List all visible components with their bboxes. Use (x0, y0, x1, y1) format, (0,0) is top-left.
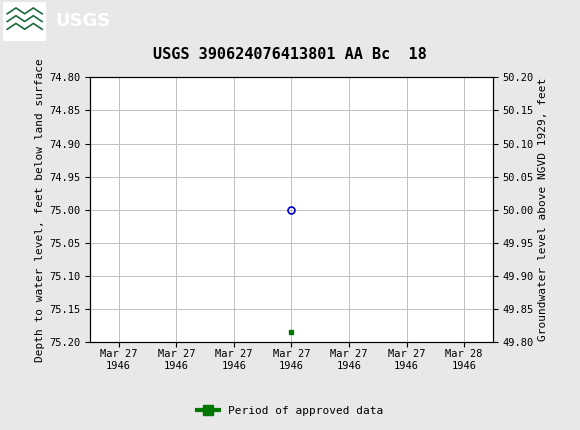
Y-axis label: Groundwater level above NGVD 1929, feet: Groundwater level above NGVD 1929, feet (538, 78, 548, 341)
Legend: Period of approved data: Period of approved data (193, 401, 387, 420)
Y-axis label: Depth to water level, feet below land surface: Depth to water level, feet below land su… (35, 58, 45, 362)
Text: USGS 390624076413801 AA Bc  18: USGS 390624076413801 AA Bc 18 (153, 47, 427, 62)
Polygon shape (3, 2, 46, 41)
Text: USGS: USGS (55, 12, 110, 31)
